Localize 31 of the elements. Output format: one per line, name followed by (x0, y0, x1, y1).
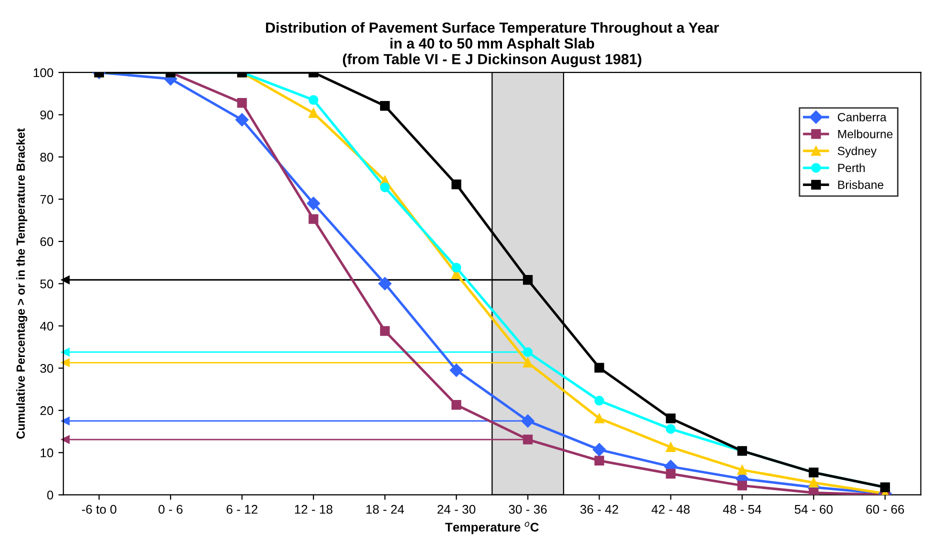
y-tick-label: 20 (40, 406, 54, 416)
y-tick-label: 0 (47, 490, 54, 500)
x-axis-title: Temperature $^{o}$C (445, 522, 539, 534)
x-tick-label: 12 - 18 (294, 504, 332, 514)
legend-label: Brisbane (838, 180, 884, 189)
y-tick-label: 90 (40, 110, 54, 120)
x-tick-label: 42 - 48 (652, 504, 690, 514)
x-tick-label: 54 - 60 (794, 504, 833, 514)
x-tick-label: -6 to 0 (82, 504, 116, 514)
y-axis-title: Cumulative Percentage > or in the Temperature Bracket (16, 128, 28, 439)
x-tick-label: 60 - 66 (866, 504, 904, 514)
x-tick-label: 48 - 54 (723, 504, 762, 514)
x-tick-label: 6 - 12 (226, 504, 258, 514)
y-tick-label: 100 (34, 68, 54, 78)
x-tick-label: 18 - 24 (366, 504, 404, 514)
y-tick-label: 70 (40, 195, 54, 204)
chart-title: Distribution of Pavement Surface Temperature Throughout a Year in a 40 to 50 mm Asphalt Slab (from Table VI - E J Dickinson August 1981) (266, 22, 719, 68)
x-tick-label: 36 - 42 (580, 504, 618, 514)
legend-label: Sydney (838, 146, 877, 158)
y-tick-label: 10 (40, 448, 54, 458)
x-tick-label: 0 - 6 (158, 504, 183, 514)
x-tick-label: 24 - 30 (438, 504, 476, 514)
y-tick-label: 30 (40, 364, 54, 373)
x-tick-label: 30 - 36 (508, 504, 547, 514)
legend-label: Canberra (838, 112, 886, 122)
legend-label: Perth (838, 163, 865, 172)
y-tick-label: 40 (40, 322, 54, 331)
legend-label: Melbourne (838, 130, 893, 138)
y-tick-label: 80 (40, 152, 54, 162)
y-tick-label: 50 (40, 279, 54, 288)
y-tick-label: 60 (40, 237, 54, 246)
